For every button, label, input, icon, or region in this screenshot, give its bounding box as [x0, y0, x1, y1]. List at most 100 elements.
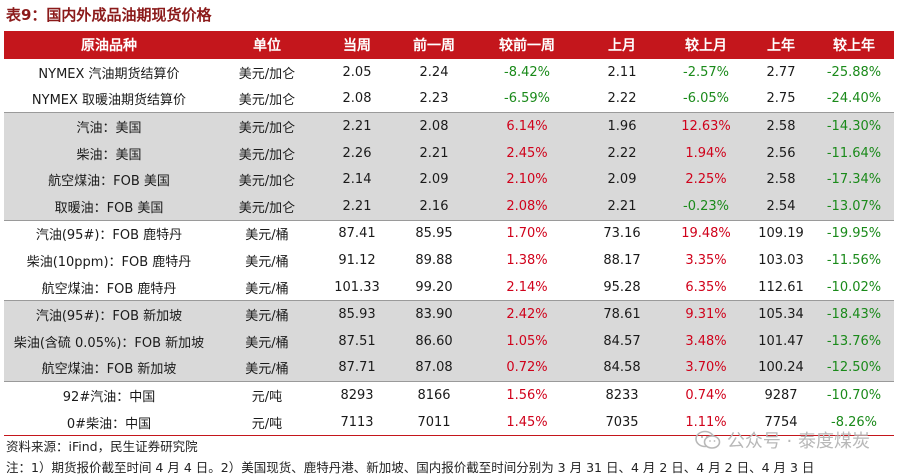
header-cell: 上年	[767, 38, 795, 54]
week-change-cell: 2.08%	[474, 192, 580, 221]
month-change-cell: -0.23%	[664, 192, 748, 221]
month-change-cell: 12.63%	[664, 112, 748, 140]
last-year-cell: 2.54	[748, 192, 814, 221]
week-change-cell: 1.05%	[474, 327, 580, 355]
year-change-cell: -13.76%	[814, 327, 894, 355]
year-change-cell: -10.02%	[826, 279, 882, 295]
header-cell: 较上月	[685, 38, 727, 54]
last-month-cell: 1.96	[580, 112, 664, 140]
unit-cell: 美元/加仑	[214, 139, 320, 167]
last-year-cell: 7754	[748, 408, 814, 437]
header-cell: 前一周	[413, 38, 455, 54]
unit-cell: 美元/桶	[245, 281, 289, 297]
unit-cell: 元/吨	[214, 408, 320, 437]
last-month-cell: 2.22	[607, 91, 637, 107]
current-week-cell: 85.93	[320, 300, 394, 328]
current-week-cell: 2.26	[320, 139, 394, 167]
year-change-cell: -12.50%	[814, 354, 894, 382]
week-change-cell: 1.70%	[474, 219, 580, 248]
week-change-cell: 1.38%	[506, 252, 548, 268]
year-change-cell: -17.34%	[814, 166, 894, 193]
unit-cell: 美元/加仑	[238, 93, 296, 109]
table-row: 航空煤油：FOB 鹿特丹 美元/桶 101.33 99.20 2.14% 95.28 6.3…	[4, 274, 894, 301]
last-year-cell: 2.56	[748, 139, 814, 167]
previous-week-cell: 83.90	[394, 300, 474, 328]
previous-week-cell: 2.16	[394, 192, 474, 221]
year-change-cell: -11.56%	[826, 252, 882, 268]
unit-cell: 美元/加仑	[214, 166, 320, 193]
last-month-cell: 88.17	[603, 252, 641, 268]
week-change-cell: 6.14%	[474, 112, 580, 140]
table-row: NYMEX 汽油期货结算价 美元/加仑 2.05 2.24 -8.42% 2.11 -2.5…	[4, 59, 894, 86]
product-name-cell: NYMEX 汽油期货结算价	[38, 66, 180, 82]
table-row: 汽油(95#)：FOB 鹿特丹 美元/桶 87.41 85.95 1.70% 73.16 1…	[4, 219, 894, 248]
previous-week-cell: 2.24	[419, 64, 449, 80]
last-year-cell: 2.77	[766, 64, 796, 80]
table-header-row: 原油品种 单位 当周 前一周 较前一周 上月 较上月 上年 较上年	[4, 31, 894, 59]
previous-week-cell: 87.08	[394, 354, 474, 382]
price-table: 原油品种 单位 当周 前一周 较前一周 上月 较上月 上年 较上年 NYMEX …	[4, 31, 894, 437]
previous-week-cell: 99.20	[415, 279, 453, 295]
previous-week-cell: 89.88	[415, 252, 453, 268]
product-name-cell: 取暖油：FOB 美国	[4, 192, 214, 221]
table-row: 航空煤油：FOB 新加坡 美元/桶 87.71 87.08 0.72% 84.58 3.70…	[4, 354, 894, 382]
last-month-cell: 73.16	[580, 219, 664, 248]
year-change-cell: -18.43%	[814, 300, 894, 328]
header-cell: 较前一周	[499, 38, 555, 54]
year-change-cell: -24.40%	[826, 91, 882, 107]
header-cell: 上月	[608, 38, 636, 54]
product-name-cell: 航空煤油：FOB 鹿特丹	[41, 281, 177, 297]
table-row: 汽油：美国 美元/加仑 2.21 2.08 6.14% 1.96 12.63% 2.58 -14…	[4, 112, 894, 140]
previous-week-cell: 2.09	[394, 166, 474, 193]
previous-week-cell: 2.23	[419, 91, 449, 107]
week-change-cell: 2.42%	[474, 300, 580, 328]
table-row: 柴油(含硫 0.05%)：FOB 新加坡 美元/桶 87.51 86.60 1.05% 8…	[4, 327, 894, 355]
week-change-cell: 2.45%	[474, 139, 580, 167]
table-row: 92#汽油：中国 元/吨 8293 8166 1.56% 8233 0.74% 9287 -10…	[4, 381, 894, 409]
unit-cell: 美元/桶	[214, 354, 320, 382]
previous-week-cell: 2.21	[394, 139, 474, 167]
week-change-cell: 1.45%	[474, 408, 580, 437]
last-year-cell: 2.58	[748, 166, 814, 193]
last-year-cell: 105.34	[748, 300, 814, 328]
month-change-cell: 6.35%	[685, 279, 727, 295]
watermark-text: 公众号 · 泰度煤炭	[726, 431, 870, 452]
last-year-cell: 101.47	[748, 327, 814, 355]
unit-cell: 美元/桶	[214, 300, 320, 328]
year-change-cell: -19.95%	[814, 219, 894, 248]
year-change-cell: -25.88%	[826, 64, 882, 80]
month-change-cell: 0.74%	[664, 381, 748, 409]
week-change-cell: 2.10%	[474, 166, 580, 193]
previous-week-cell: 86.60	[394, 327, 474, 355]
previous-week-cell: 8166	[394, 381, 474, 409]
current-week-cell: 87.41	[320, 219, 394, 248]
product-name-cell: 柴油：美国	[4, 139, 214, 167]
previous-week-cell: 85.95	[394, 219, 474, 248]
previous-week-cell: 7011	[394, 408, 474, 437]
header-cell: 当周	[343, 38, 371, 54]
week-change-cell: 1.56%	[474, 381, 580, 409]
last-year-cell: 109.19	[748, 219, 814, 248]
current-week-cell: 2.14	[320, 166, 394, 193]
month-change-cell: 19.48%	[664, 219, 748, 248]
table-row: 柴油(10ppm)：FOB 鹿特丹 美元/桶 91.12 89.88 1.38% 88.1…	[4, 247, 894, 274]
month-change-cell: 1.94%	[664, 139, 748, 167]
last-year-cell: 2.58	[748, 112, 814, 140]
last-year-cell: 112.61	[758, 279, 804, 295]
last-month-cell: 84.57	[580, 327, 664, 355]
unit-cell: 美元/桶	[214, 327, 320, 355]
week-change-cell: -6.59%	[504, 91, 550, 107]
current-week-cell: 2.05	[342, 64, 372, 80]
week-change-cell: -8.42%	[504, 64, 550, 80]
product-name-cell: 汽油(95#)：FOB 新加坡	[4, 300, 214, 328]
week-change-cell: 0.72%	[474, 354, 580, 382]
year-change-cell: -8.26%	[814, 408, 894, 437]
month-change-cell: 3.48%	[664, 327, 748, 355]
year-change-cell: -10.70%	[814, 381, 894, 409]
year-change-cell: -13.07%	[814, 192, 894, 221]
product-name-cell: 92#汽油：中国	[4, 381, 214, 409]
last-month-cell: 2.09	[580, 166, 664, 193]
current-week-cell: 87.51	[320, 327, 394, 355]
month-change-cell: -2.57%	[683, 64, 729, 80]
last-month-cell: 78.61	[580, 300, 664, 328]
